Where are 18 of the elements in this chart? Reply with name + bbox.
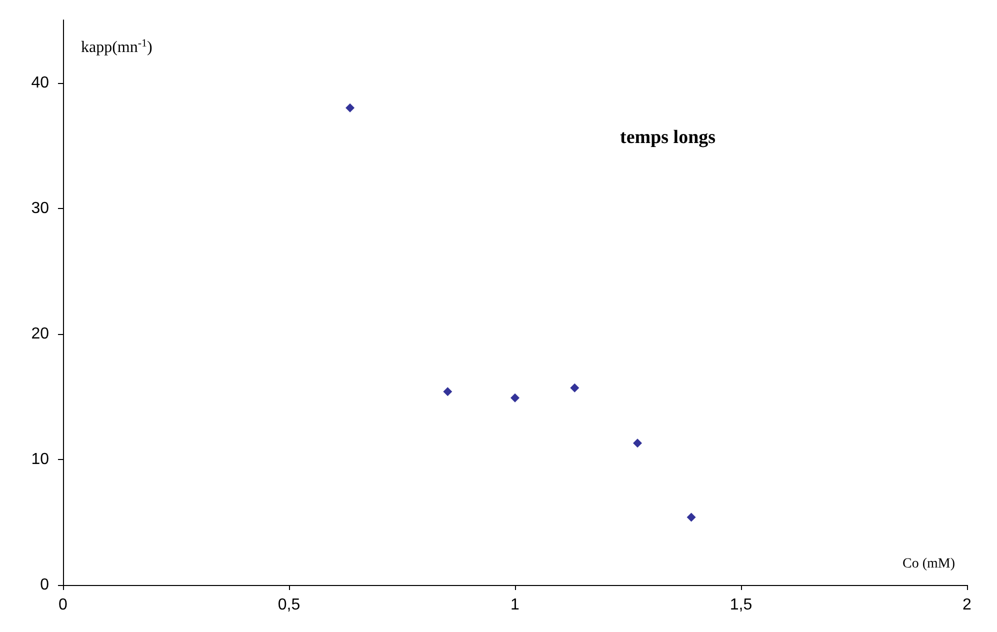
point <box>632 438 642 448</box>
y-tick-label: 10 <box>31 450 50 468</box>
y-tick-label: 20 <box>31 325 50 342</box>
y-tick-label: 40 <box>31 74 50 92</box>
x-tick-label: 0,5 <box>278 596 300 614</box>
x-tick-label: 0 <box>58 596 68 614</box>
point <box>686 512 696 522</box>
point <box>510 393 520 402</box>
y-tick-label: 30 <box>31 200 50 217</box>
x-tick-label: 1,5 <box>730 596 752 614</box>
y-tick-label: 0 <box>40 576 50 594</box>
x-tick-label: 2 <box>962 596 972 614</box>
point <box>570 383 580 392</box>
annotation: temps longs <box>620 127 716 148</box>
point <box>346 103 355 112</box>
x-axis-title: Co (mM) <box>902 556 956 572</box>
x-tick-label: 1 <box>510 596 520 614</box>
point <box>443 387 452 396</box>
